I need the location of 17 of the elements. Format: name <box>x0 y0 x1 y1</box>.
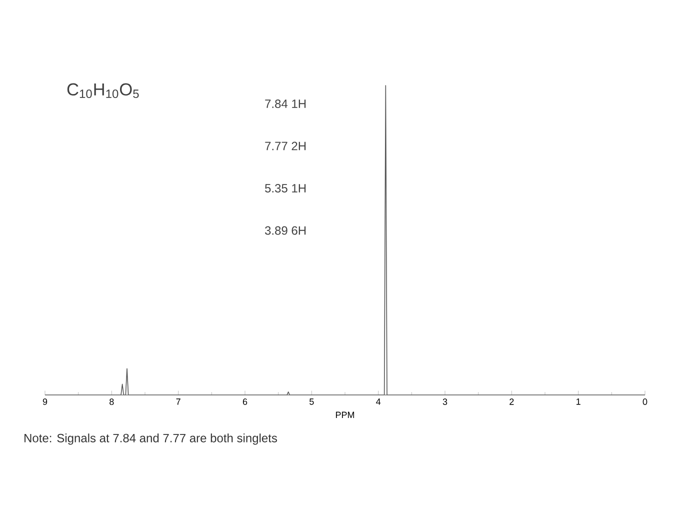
x-tick-label: 8 <box>110 398 114 405</box>
x-tick-label: 3 <box>442 398 448 405</box>
x-tick-label: 5 <box>310 398 314 405</box>
x-tick-label: 2 <box>510 398 514 405</box>
annotation: 7.77 2H <box>265 142 306 150</box>
x-tick-label: 6 <box>242 398 248 405</box>
annotation: C$_{10}$H$_{10}$O$_{5}$ <box>67 83 139 98</box>
x-tick-label: 9 <box>42 398 48 405</box>
x-tick-label: 0 <box>642 398 648 405</box>
text: Note: Signals at 7.84 and 7.77 are both singlets <box>24 434 278 445</box>
x-axis-title: PPM <box>336 412 354 418</box>
x-tick-label: 1 <box>576 398 580 405</box>
annotation: 5.35 1H <box>265 184 306 193</box>
annotation: 3.89 6H <box>264 226 306 235</box>
x-tick-label: 7 <box>176 398 180 405</box>
annotation: 7.84 1H <box>265 100 306 108</box>
x-tick-label: 4 <box>376 398 381 405</box>
